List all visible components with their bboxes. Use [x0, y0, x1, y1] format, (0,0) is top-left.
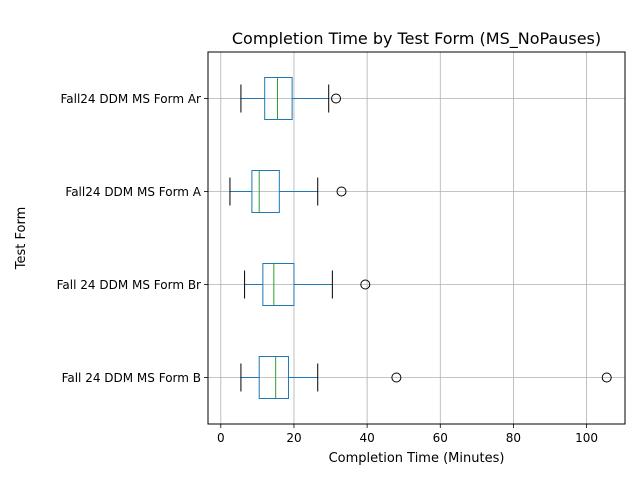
box-group	[229, 170, 347, 213]
box-iqr	[258, 356, 289, 399]
box-iqr	[264, 77, 293, 120]
x-tick-label: 20	[286, 431, 301, 445]
outlier-point	[331, 93, 342, 104]
outlier-point	[391, 372, 402, 383]
outlier-point	[601, 372, 612, 383]
x-tick-label: 100	[575, 431, 598, 445]
ticks-layer: 0 20 40 60 80 100 Fall 24 DDM MS Form B Fall 24…	[57, 92, 598, 445]
x-tick-label: 60	[433, 431, 448, 445]
grid-layer	[208, 52, 625, 424]
y-tick-label: Fall 24 DDM MS Form B	[62, 371, 201, 385]
y-tick-label: Fall24 DDM MS Form A	[65, 185, 201, 199]
y-axis-label: Test Form	[14, 207, 29, 270]
box-group	[240, 356, 612, 399]
x-tick-label: 40	[359, 431, 374, 445]
box-group	[240, 77, 342, 120]
x-axis-label: Completion Time (Minutes)	[329, 451, 505, 466]
box-group	[244, 263, 371, 306]
box-iqr	[262, 263, 295, 306]
boxes-layer	[229, 77, 612, 399]
x-tick-label: 80	[506, 431, 521, 445]
y-tick-label: Fall 24 DDM MS Form Br	[57, 278, 201, 292]
x-tick-label: 0	[217, 431, 225, 445]
plot-area-frame	[207, 51, 626, 425]
y-tick-label: Fall24 DDM MS Form Ar	[60, 92, 201, 106]
chart-title: Completion Time by Test Form (MS_NoPause…	[232, 29, 601, 49]
outlier-point	[360, 279, 371, 290]
outlier-point	[336, 186, 347, 197]
box-iqr	[251, 170, 280, 213]
